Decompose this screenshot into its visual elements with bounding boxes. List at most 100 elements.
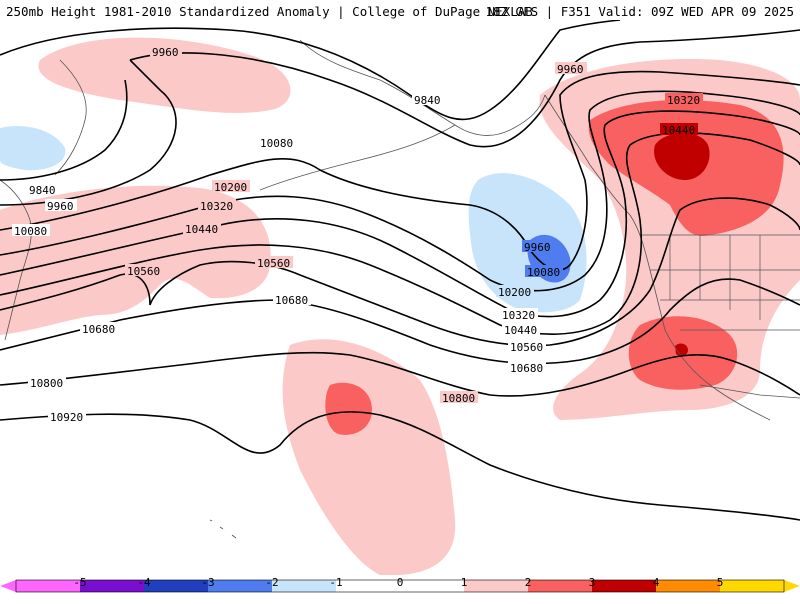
model-run-info: 18Z GFS | F351 Valid: 09Z WED APR 09 202…: [485, 4, 794, 19]
contour-label: 10080: [260, 137, 293, 150]
anomaly-pos-region-central-pacific: [282, 339, 456, 575]
colorbar-tick-label: -3: [201, 576, 214, 589]
anomaly-neg-region-siberia: [0, 126, 66, 171]
contour-label: 10200: [498, 286, 531, 299]
coastline-alaska: [299, 39, 546, 136]
colorbar: -5 -4 -3 -2 -1 0 1 2 3 4 5: [0, 575, 800, 600]
label-bg: [660, 123, 698, 135]
contour-10920: [0, 411, 800, 521]
border-mexico: [699, 384, 800, 399]
contour-label: 10440: [185, 223, 218, 236]
contour-9840-north: [0, 20, 621, 121]
colorbar-tick-label: -1: [329, 576, 342, 589]
colorbar-bin: [144, 580, 208, 592]
anomaly-map: 9960 9840 9960 9840 9960 10080 10080 102…: [0, 20, 800, 575]
contour-label: 10560: [127, 265, 160, 278]
colorbar-bin: [720, 580, 784, 592]
colorbar-bin: [592, 580, 656, 592]
contour-label-group: 9960 9840 9960 9840 9960 10080 10080 102…: [12, 45, 703, 424]
contour-label: 9840: [29, 184, 56, 197]
label-bg: [496, 285, 534, 297]
contour-10800: [0, 351, 800, 397]
label-bg: [273, 293, 311, 305]
coastline-aleutians: [259, 124, 456, 191]
coastline-kamchatka: [54, 59, 87, 176]
colorbar-bin: [80, 580, 144, 592]
label-bg: [80, 322, 118, 334]
coastline-us-west: [649, 269, 771, 421]
colorbar-bin: [208, 580, 272, 592]
colorbar-frame: [15, 579, 785, 593]
contour-label: 10680: [510, 362, 543, 375]
contour-9960-north: [129, 29, 800, 148]
contour-label: 10680: [82, 323, 115, 336]
border-states-a: [669, 235, 761, 320]
colorbar-tick-label: 3: [589, 576, 596, 589]
map-panel: 9960 9840 9960 9840 9960 10080 10080 102…: [0, 20, 800, 575]
label-bg: [508, 340, 546, 352]
label-bg: [48, 410, 86, 422]
anomaly-pos-region-nw-pacific: [38, 37, 291, 113]
contour-label: 10920: [50, 411, 83, 424]
contour-label: 10560: [257, 257, 290, 270]
contour-label: 10320: [502, 309, 535, 322]
colorbar-svg: -5 -4 -3 -2 -1 0 1 2 3 4 5: [0, 576, 800, 593]
contour-label: 9960: [47, 200, 74, 213]
contour-label: 10320: [200, 200, 233, 213]
colorbar-tick-label: 5: [717, 576, 724, 589]
contour-10080-a: [0, 70, 800, 271]
coastline-hawaii: [209, 519, 237, 539]
label-bg: [150, 45, 182, 57]
colorbar-bin: [16, 580, 80, 592]
label-bg: [555, 62, 587, 74]
contour-label: 10440: [662, 124, 695, 137]
colorbar-bin: [400, 580, 464, 592]
label-bg: [502, 323, 540, 335]
colorbar-tick-label: 1: [461, 576, 468, 589]
label-bg: [255, 256, 293, 268]
colorbar-pos-arrow: [784, 580, 800, 592]
colorbar-tick-label: 4: [653, 576, 660, 589]
contour-label: 10320: [667, 94, 700, 107]
colorbar-bin: [272, 580, 336, 592]
label-bg: [440, 391, 478, 403]
colorbar-tick-label: -2: [265, 576, 278, 589]
colorbar-bin: [656, 580, 720, 592]
political-borders: [640, 234, 800, 399]
colorbar-tick-labels: -5 -4 -3 -2 -1 0 1 2 3 4 5: [73, 576, 723, 589]
label-bg: [212, 180, 250, 192]
label-bg: [508, 361, 546, 373]
contour-9840-west: [0, 79, 128, 181]
anomaly-pos4-core-canada: [654, 132, 710, 180]
label-bg: [28, 376, 66, 388]
map-title: 250mb Height 1981-2010 Standardized Anom…: [6, 4, 533, 19]
contour-label: 9960: [524, 241, 551, 254]
contour-label: 9960: [152, 46, 179, 59]
colorbar-tick-label: 2: [525, 576, 532, 589]
label-bg: [183, 222, 221, 234]
contour-10560-west: [0, 260, 301, 311]
contour-label: 10080: [14, 225, 47, 238]
contour-label: 10680: [275, 294, 308, 307]
contour-label: 10800: [30, 377, 63, 390]
colorbar-tick-label: 0: [397, 576, 404, 589]
label-bg: [258, 136, 296, 148]
contour-label: 10800: [442, 392, 475, 405]
anomaly-pos3-region-central-pacific: [325, 382, 372, 435]
contour-10560: [299, 197, 800, 347]
contour-label: 9840: [414, 94, 441, 107]
map-header: 250mb Height 1981-2010 Standardized Anom…: [0, 0, 800, 20]
colorbar-bin: [528, 580, 592, 592]
contour-10680: [0, 278, 800, 365]
contour-label: 10560: [510, 341, 543, 354]
contour-label: 10440: [504, 324, 537, 337]
label-bg: [412, 93, 444, 105]
label-bg: [27, 183, 59, 195]
label-bg: [125, 264, 163, 276]
label-bg: [45, 199, 77, 211]
colorbar-bin: [336, 580, 400, 592]
contour-label: 10080: [527, 266, 560, 279]
colorbar-neg-arrow: [0, 580, 16, 592]
colorbar-tick-label: -5: [73, 576, 86, 589]
label-bg: [525, 265, 563, 277]
